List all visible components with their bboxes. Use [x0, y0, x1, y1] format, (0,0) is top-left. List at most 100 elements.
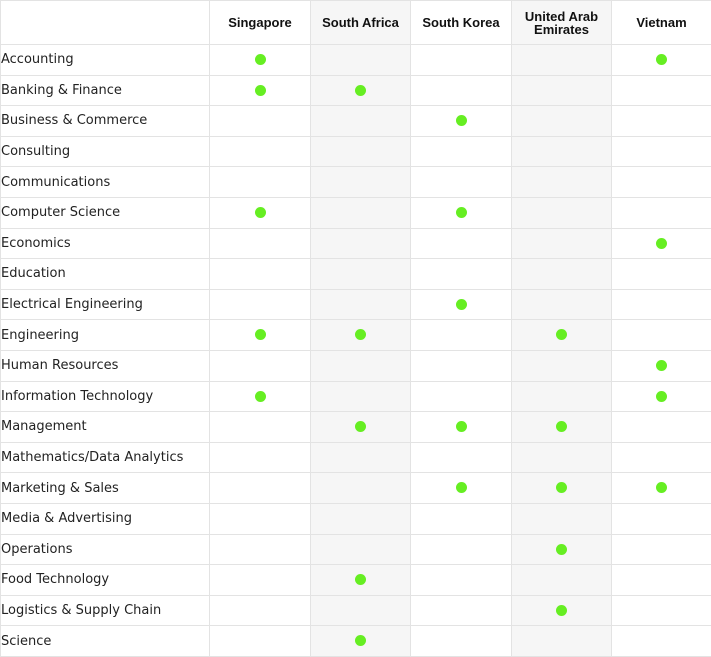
availability-dot-icon — [254, 390, 266, 402]
availability-dot-icon — [556, 482, 567, 494]
header-row: Singapore South Africa South Korea Unite… — [0, 0, 711, 45]
table-cell — [209, 564, 311, 596]
table-cell — [611, 166, 711, 198]
table-cell — [410, 502, 512, 535]
table-row: Information Technology — [0, 380, 711, 413]
table-cell — [410, 349, 512, 382]
column-header-south-africa: South Africa — [310, 0, 411, 45]
row-label: Food Technology — [0, 564, 210, 596]
column-header-south-korea: South Korea — [410, 0, 512, 45]
table-cell — [511, 349, 612, 382]
table-cell — [511, 44, 612, 76]
corner-cell — [0, 0, 210, 45]
table-row: Banking & Finance — [0, 74, 711, 107]
availability-dot-icon — [656, 360, 667, 371]
table-cell — [310, 411, 411, 443]
availability-dot-icon — [556, 421, 567, 433]
table-cell — [410, 105, 512, 137]
table-cell — [209, 105, 311, 137]
table-cell — [410, 166, 512, 198]
row-label: Electrical Engineering — [0, 288, 210, 321]
table-cell — [410, 441, 512, 474]
row-label: Management — [0, 411, 210, 443]
availability-dot-icon — [254, 54, 266, 66]
table-cell — [410, 258, 512, 290]
table-cell — [310, 625, 411, 657]
table-cell — [410, 533, 512, 566]
table-cell — [511, 472, 612, 504]
table-cell — [310, 472, 411, 504]
row-label: Computer Science — [0, 196, 210, 229]
table-cell — [209, 319, 311, 351]
table-cell — [511, 441, 612, 474]
table-row: Management — [0, 411, 711, 443]
table-cell — [410, 196, 512, 229]
availability-dot-icon — [556, 543, 567, 555]
table-row: Human Resources — [0, 349, 711, 382]
table-cell — [310, 166, 411, 198]
table-cell — [611, 44, 711, 76]
table-cell — [511, 288, 612, 321]
table-cell — [611, 105, 711, 137]
table-row: Business & Commerce — [0, 105, 711, 137]
table-cell — [310, 380, 411, 413]
table-row: Media & Advertising — [0, 502, 711, 535]
table-cell — [209, 502, 311, 535]
table-cell — [611, 564, 711, 596]
table-row: Economics — [0, 227, 711, 260]
availability-dot-icon — [254, 329, 266, 341]
table-cell — [310, 441, 411, 474]
table-cell — [611, 227, 711, 260]
table-cell — [410, 44, 512, 76]
availability-dot-icon — [455, 207, 467, 219]
table-cell — [611, 319, 711, 351]
table-cell — [410, 380, 512, 413]
row-label: Economics — [0, 227, 210, 260]
table-cell — [209, 44, 311, 76]
table-cell — [410, 135, 512, 168]
table-cell — [611, 441, 711, 474]
availability-dot-icon — [355, 574, 366, 586]
table-row: Food Technology — [0, 564, 711, 596]
availability-dot-icon — [355, 421, 366, 433]
table-cell — [611, 258, 711, 290]
table-cell — [209, 411, 311, 443]
row-label: Consulting — [0, 135, 210, 168]
table-cell — [209, 441, 311, 474]
table-cell — [310, 349, 411, 382]
table-cell — [611, 349, 711, 382]
table-cell — [511, 594, 612, 627]
table-row: Operations — [0, 533, 711, 566]
row-label: Information Technology — [0, 380, 210, 413]
column-header-vietnam: Vietnam — [611, 0, 711, 45]
table-cell — [310, 288, 411, 321]
table-cell — [511, 319, 612, 351]
table-cell — [209, 227, 311, 260]
table-row: Accounting — [0, 44, 711, 76]
table-cell — [410, 411, 512, 443]
table-cell — [310, 594, 411, 627]
column-header-uae: United Arab Emirates — [511, 0, 612, 45]
table-cell — [209, 472, 311, 504]
table-row: Computer Science — [0, 196, 711, 229]
table-row: Engineering — [0, 319, 711, 351]
table-cell — [611, 196, 711, 229]
row-label: Science — [0, 625, 210, 657]
table-cell — [209, 594, 311, 627]
table-cell — [611, 380, 711, 413]
availability-dot-icon — [656, 390, 667, 402]
availability-dot-icon — [254, 207, 266, 219]
table-cell — [410, 288, 512, 321]
table-cell — [611, 533, 711, 566]
table-row: Electrical Engineering — [0, 288, 711, 321]
table-cell — [511, 380, 612, 413]
row-label: Human Resources — [0, 349, 210, 382]
row-label: Accounting — [0, 44, 210, 76]
availability-dot-icon — [656, 237, 667, 249]
table-cell — [410, 594, 512, 627]
table-cell — [611, 288, 711, 321]
table-cell — [511, 411, 612, 443]
table-cell — [209, 288, 311, 321]
row-label: Communications — [0, 166, 210, 198]
column-header-singapore: Singapore — [209, 0, 311, 45]
